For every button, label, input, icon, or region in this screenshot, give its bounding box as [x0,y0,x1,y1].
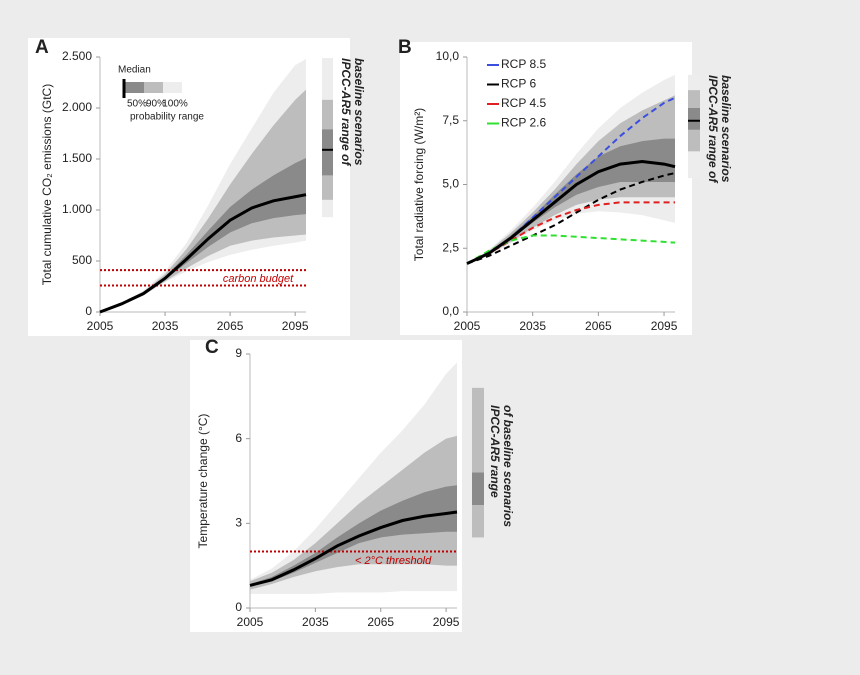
x-tick-label: 2035 [302,615,329,629]
range-band [100,157,306,312]
y-tick-label: 1.000 [62,202,92,216]
side-label: IPCC-AR5 range [488,405,502,498]
x-tick-label: 2035 [152,319,179,333]
y-tick-label: 6 [235,431,242,445]
x-tick-label: 2065 [585,319,612,333]
legend-label: 100% [162,99,188,110]
median-line [249,510,458,587]
side-range [688,108,700,130]
x-tick-label: 2005 [87,319,114,333]
side-label: baseline scenarios [719,75,733,183]
y-tick-label: 0 [85,304,92,318]
x-tick-label: 2095 [282,319,309,333]
legend-label: 90% [146,99,166,110]
range-band [250,485,457,587]
y-tick-label: 0,0 [442,304,459,318]
legend-swatch [144,82,163,93]
threshold-label: < 2°C threshold [355,555,432,567]
median-line [99,193,307,314]
y-tick-label: 2,5 [442,240,459,254]
side-label: baseline scenarios [352,58,366,166]
legend-swatch [163,82,182,93]
legend-label: RCP 4.5 [501,96,546,110]
legend-label: RCP 8.5 [501,57,546,71]
x-tick-label: 2095 [433,615,460,629]
legend-label: 50% [127,99,147,110]
y-axis-label: Total radiative forcing (W/m²) [412,108,426,261]
side-label: IPCC-AR5 range of [339,58,353,166]
y-tick-label: 3 [235,516,242,530]
range-band [467,95,675,264]
side-range [472,387,484,538]
y-tick-label: 7,5 [442,113,459,127]
y-tick-label: 10,0 [436,49,460,63]
panel-letter: A [35,37,49,58]
y-tick-label: 500 [72,253,92,267]
side-label: of baseline scenarios [501,405,515,527]
y-tick-label: 9 [235,346,242,360]
side-range [472,472,484,505]
y-tick-label: 5,0 [442,177,459,191]
y-tick-label: 2.500 [62,49,92,63]
x-tick-label: 2065 [217,319,244,333]
side-label: IPCC-AR5 range of [706,75,720,183]
x-tick-label: 2005 [454,319,481,333]
y-tick-label: 1.500 [62,151,92,165]
legend-label: RCP 2.6 [501,116,546,130]
y-axis-label: Temperature change (°C) [196,414,210,549]
side-range [322,129,333,176]
x-tick-label: 2035 [519,319,546,333]
y-tick-label: 2.000 [62,100,92,114]
y-axis-label: Total cumulative CO₂ emissions (GtC) [40,84,54,285]
legend-caption: probability range [130,112,204,123]
x-tick-label: 2065 [367,615,394,629]
y-tick-label: 0 [235,600,242,614]
legend-swatch [125,82,144,93]
scenario-line [466,172,676,265]
x-tick-label: 2005 [237,615,264,629]
range-band [250,435,457,590]
panel-letter: C [205,337,219,358]
panel-letter: B [398,37,412,58]
legend-label: RCP 6 [501,77,536,91]
legend-median-label: Median [118,65,151,76]
x-tick-label: 2095 [651,319,678,333]
range-band [100,59,306,312]
threshold-label: carbon budget [223,273,294,285]
median-line [466,160,676,265]
